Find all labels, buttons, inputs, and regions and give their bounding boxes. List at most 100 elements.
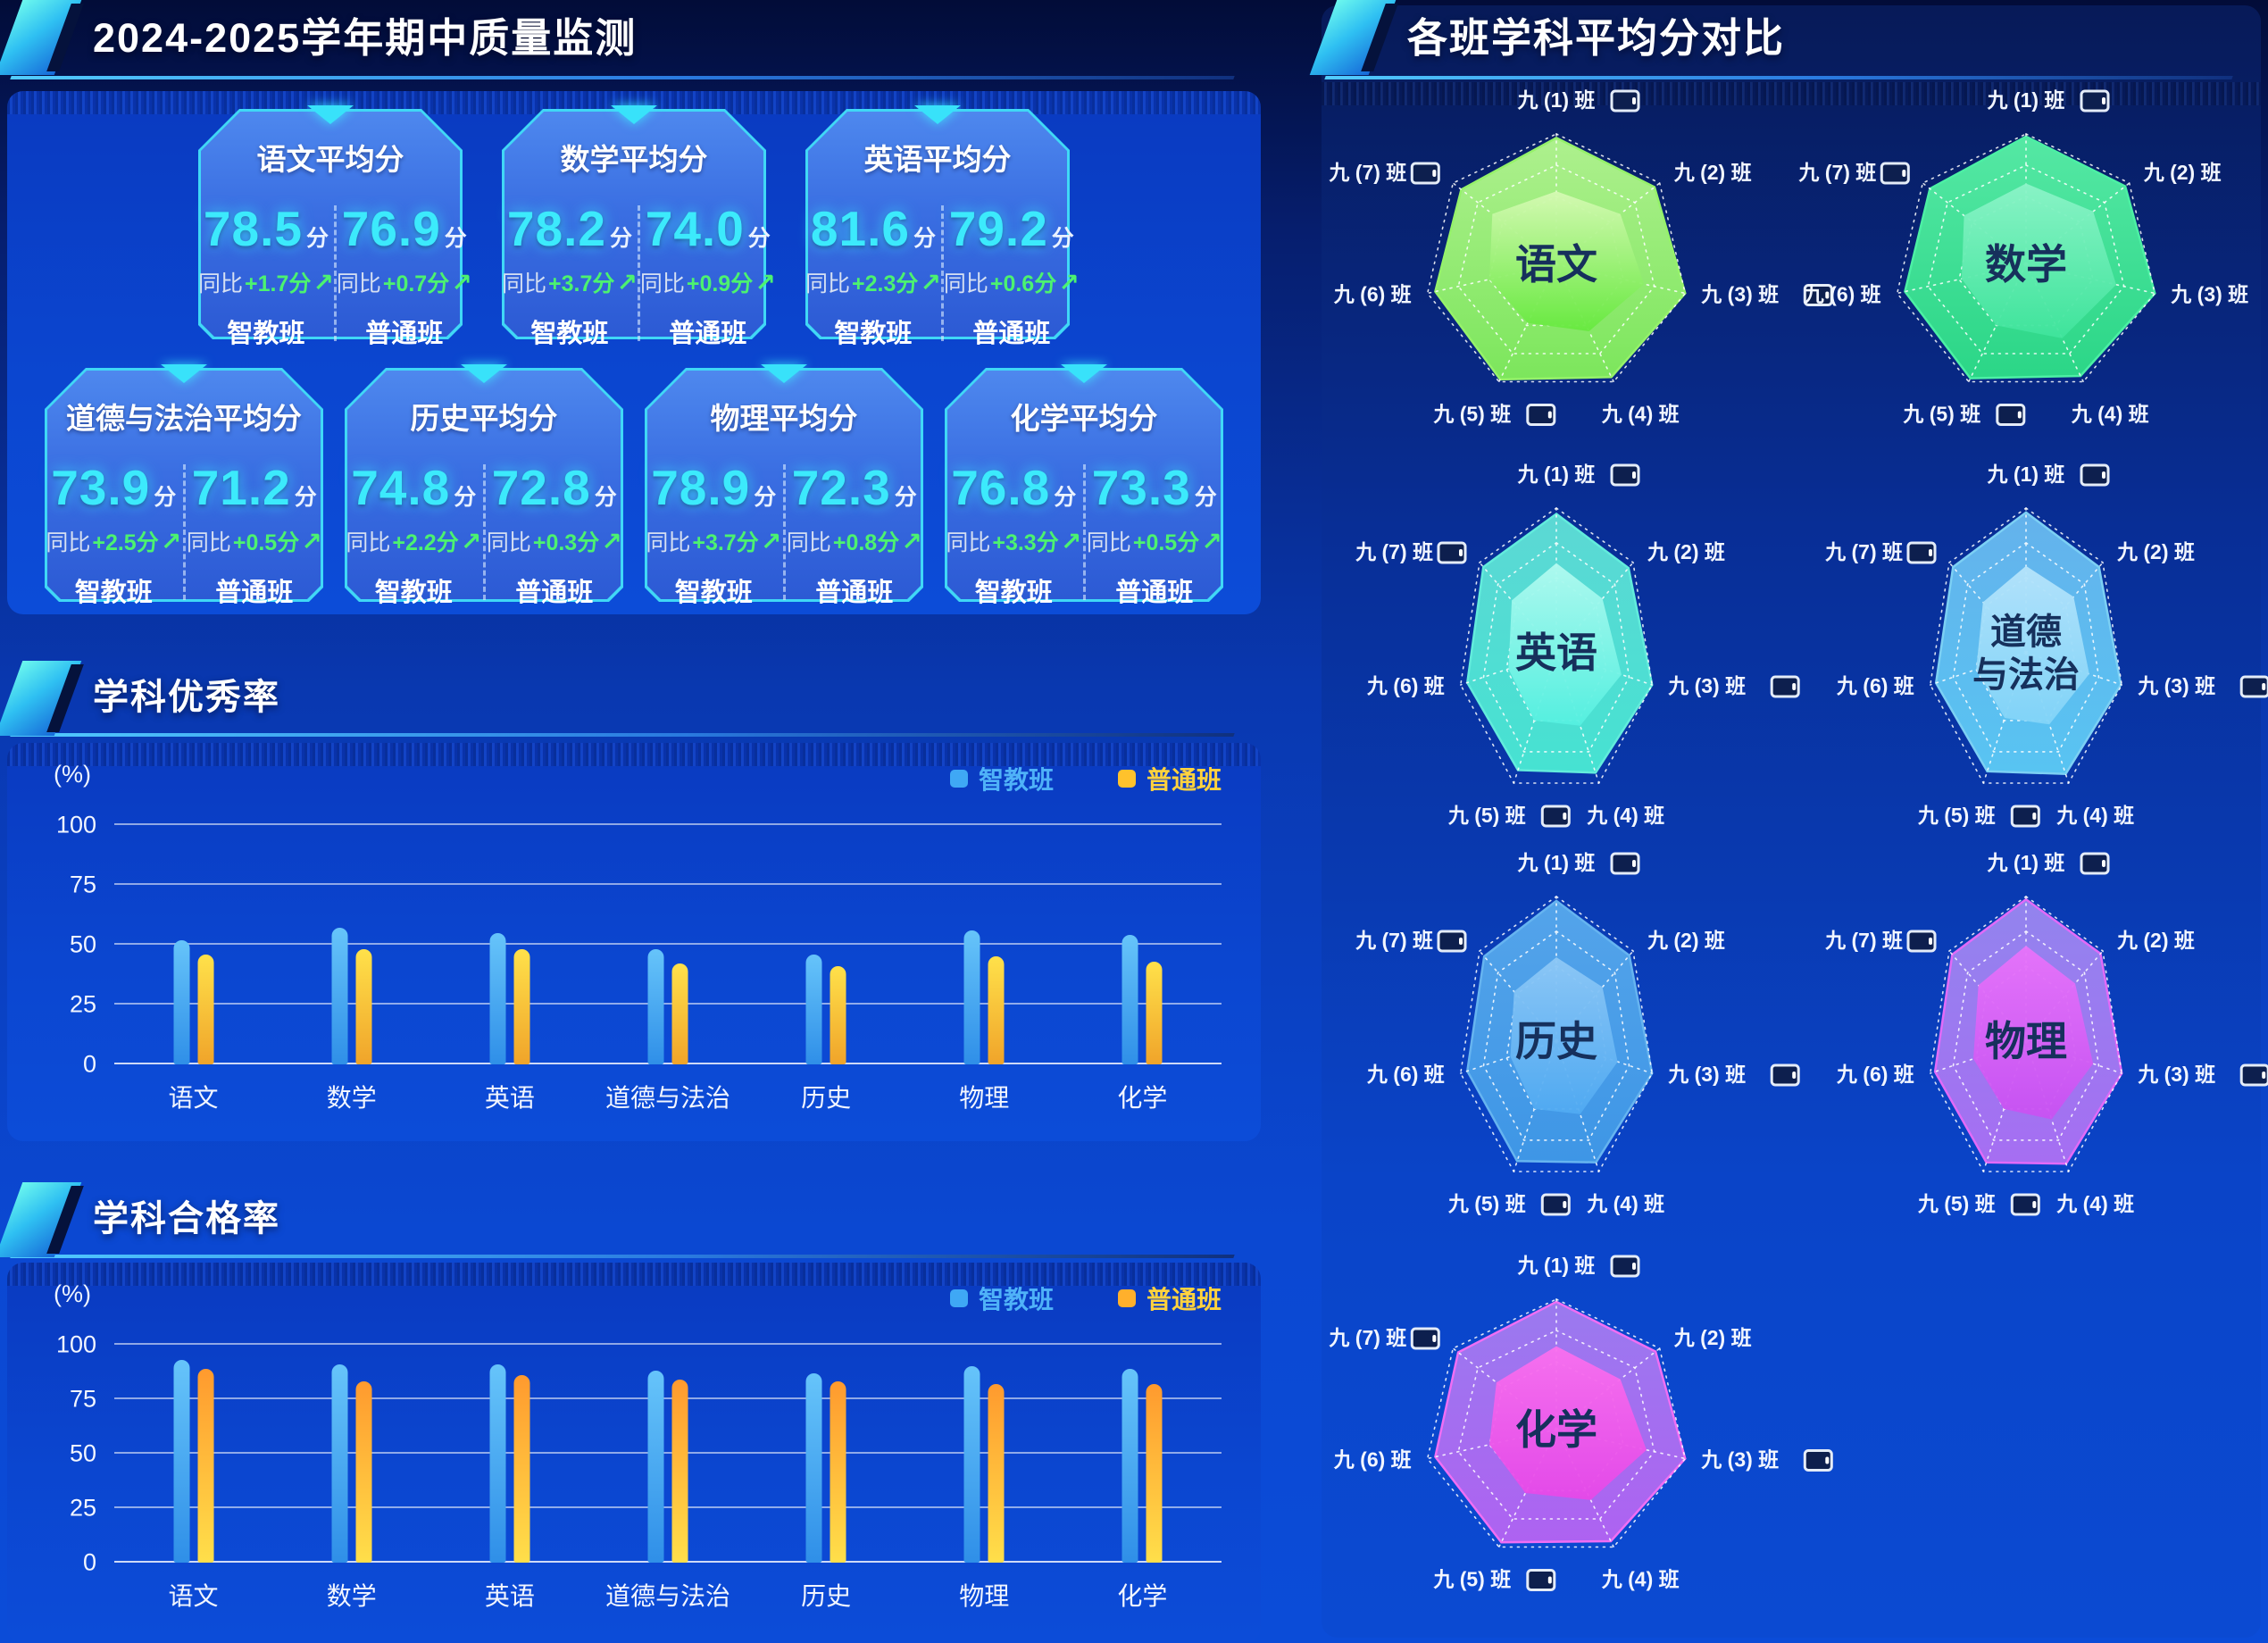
bar-regular	[671, 1380, 688, 1563]
gridline-0	[114, 1561, 1222, 1563]
pass-bar-chart: (%) 智教班 普通班 0 25 50 75 100 语文 数学	[7, 1263, 1261, 1643]
smart-yoy-delta: 同比+2.2分↗	[346, 528, 482, 555]
radar-class-label: 九 (6) 班	[1333, 1448, 1412, 1472]
device-icon	[1410, 162, 1440, 185]
bar-regular	[988, 1383, 1005, 1563]
x-tick-label: 历史	[801, 1582, 852, 1610]
device-icon	[2239, 1063, 2268, 1087]
regular-score-value: 79.2	[948, 201, 1048, 256]
category-数学: 数学	[272, 825, 430, 1112]
radar-chart-物理: 九 (1) 班 九 (2) 班九 (3) 班 九 (4) 班 九 (5) 班 九 …	[1824, 851, 2268, 1216]
up-arrow-icon: ↗	[760, 528, 782, 555]
smart-yoy-delta: 同比+2.3分↗	[805, 269, 941, 296]
score-card: 道德与法治平均分 73.9 分 同比+2.5分↗ 智教班 71.2 分 同比+0.5…	[45, 364, 323, 607]
radar-class-label: 九 (3) 班	[1667, 674, 1746, 697]
legend-label: 智教班	[978, 1286, 1054, 1314]
radar-grid-ring	[1929, 507, 2123, 784]
legend-swatch	[949, 1289, 968, 1307]
radar-class-label: 九 (7) 班	[1328, 161, 1406, 184]
score-unit: 分	[747, 226, 771, 251]
x-tick-label: 物理	[959, 1582, 1010, 1610]
radar-class-label: 九 (3) 班	[2137, 674, 2215, 697]
bar-smart	[173, 1360, 190, 1563]
y-tick-label: 50	[69, 930, 96, 958]
smart-score: 81.6 分	[805, 200, 941, 257]
bar-regular	[1146, 961, 1163, 1064]
radar-subject-label: 英语	[1515, 630, 1597, 676]
bar-regular	[197, 954, 214, 1064]
regular-column: 71.2 分 同比+0.5分↗ 普通班	[186, 459, 324, 609]
card-pointer-decor	[1061, 364, 1107, 383]
radar-chart-化学: 九 (1) 班 九 (2) 班九 (3) 班 九 (4) 班 九 (5) 班 九 …	[1328, 1254, 1833, 1591]
device-icon	[1610, 463, 1640, 487]
card-divider	[182, 464, 186, 600]
y-tick-label: 25	[69, 990, 96, 1018]
legend-item-regular[interactable]: 普通班	[1117, 1280, 1222, 1316]
legend-label: 普通班	[1146, 1286, 1222, 1314]
plot-area: 0 25 50 75 100 语文 数学 英语 道德与法治 历史	[56, 812, 1222, 1112]
legend-item-smart[interactable]: 智教班	[949, 761, 1054, 796]
category-历史: 历史	[747, 825, 905, 1112]
legend-item-regular[interactable]: 普通班	[1117, 761, 1222, 796]
smart-score: 78.9 分	[645, 459, 783, 516]
score-unit: 分	[894, 485, 917, 510]
regular-column: 72.8 分 同比+0.3分↗ 普通班	[486, 459, 624, 609]
category-化学: 化学	[1063, 1345, 1222, 1610]
radar-class-label: 九 (6) 班	[1333, 283, 1412, 306]
bar-regular	[830, 1381, 846, 1563]
legend-item-smart[interactable]: 智教班	[949, 1280, 1054, 1316]
regular-column: 79.2 分 同比+0.6分↗ 普通班	[944, 200, 1080, 350]
regular-class-label: 普通班	[669, 320, 747, 348]
radar-class-label: 九 (1) 班	[1517, 1254, 1596, 1277]
radar-class-label: 九 (1) 班	[1987, 88, 2065, 112]
bar-regular	[671, 963, 688, 1064]
up-arrow-icon: ↗	[616, 269, 638, 296]
page-title: 2024-2025学年期中质量监测	[93, 15, 638, 61]
card-divider	[482, 464, 486, 600]
score-unit: 分	[444, 226, 467, 251]
radar-subject-label: 历史	[1515, 1018, 1597, 1064]
category-化学: 化学	[1063, 825, 1222, 1112]
x-tick-label: 化学	[1117, 1582, 1168, 1610]
radar-class-label: 九 (1) 班	[1987, 463, 2065, 486]
bar-smart	[647, 949, 664, 1064]
category-英语: 英语	[430, 1345, 588, 1610]
score-unit: 分	[913, 226, 936, 251]
radar-class-label: 九 (2) 班	[2116, 540, 2195, 563]
x-tick-label: 数学	[326, 1084, 377, 1112]
regular-score: 72.8 分	[486, 459, 624, 516]
regular-class-label: 普通班	[1115, 579, 1194, 607]
up-arrow-icon: ↗	[301, 528, 322, 555]
header-underline-decor	[10, 76, 1235, 79]
radar-subject-label: 数学	[1985, 241, 2067, 288]
gridline-100	[114, 1343, 1222, 1345]
device-icon	[1526, 404, 1556, 426]
device-icon	[1880, 162, 1910, 185]
score-unit: 分	[609, 226, 632, 251]
y-axis-unit-label: (%)	[54, 1280, 91, 1307]
score-unit: 分	[154, 485, 177, 510]
device-icon	[2080, 89, 2110, 113]
score-card: 语文平均分 78.5 分 同比+1.7分↗ 智教班 76.9 分 同比+0.7分↗	[198, 105, 472, 348]
card-background	[201, 112, 460, 337]
radar-class-label: 九 (7) 班	[1355, 540, 1433, 563]
radar-class-label: 九 (4) 班	[1586, 1192, 1664, 1215]
radar-subject-label: 语文	[1515, 241, 1597, 288]
radar-grid-ring	[1927, 164, 2125, 354]
radar-cell-道德与法治: 九 (1) 班 九 (2) 班九 (3) 班 九 (4) 班 九 (5) 班 九 …	[1791, 463, 2268, 859]
radar-class-label: 九 (2) 班	[2116, 929, 2195, 952]
card-subject-title: 数学平均分	[560, 143, 708, 176]
texture-band	[7, 743, 1261, 766]
radar-class-label: 九 (5) 班	[1917, 804, 1996, 827]
radar-grid-ring	[1457, 1330, 1655, 1520]
radar-subject-label: 化学	[1515, 1406, 1597, 1453]
device-icon	[1540, 805, 1571, 828]
card-pointer-decor	[611, 105, 657, 124]
device-icon	[2010, 805, 2040, 828]
category-语文: 语文	[114, 1345, 272, 1610]
regular-score-value: 72.8	[491, 460, 591, 515]
category-历史: 历史	[747, 1345, 905, 1610]
regular-class-label: 普通班	[365, 320, 444, 348]
radar-inner-series	[1489, 191, 1645, 331]
radar-class-label: 九 (5) 班	[1432, 403, 1511, 426]
